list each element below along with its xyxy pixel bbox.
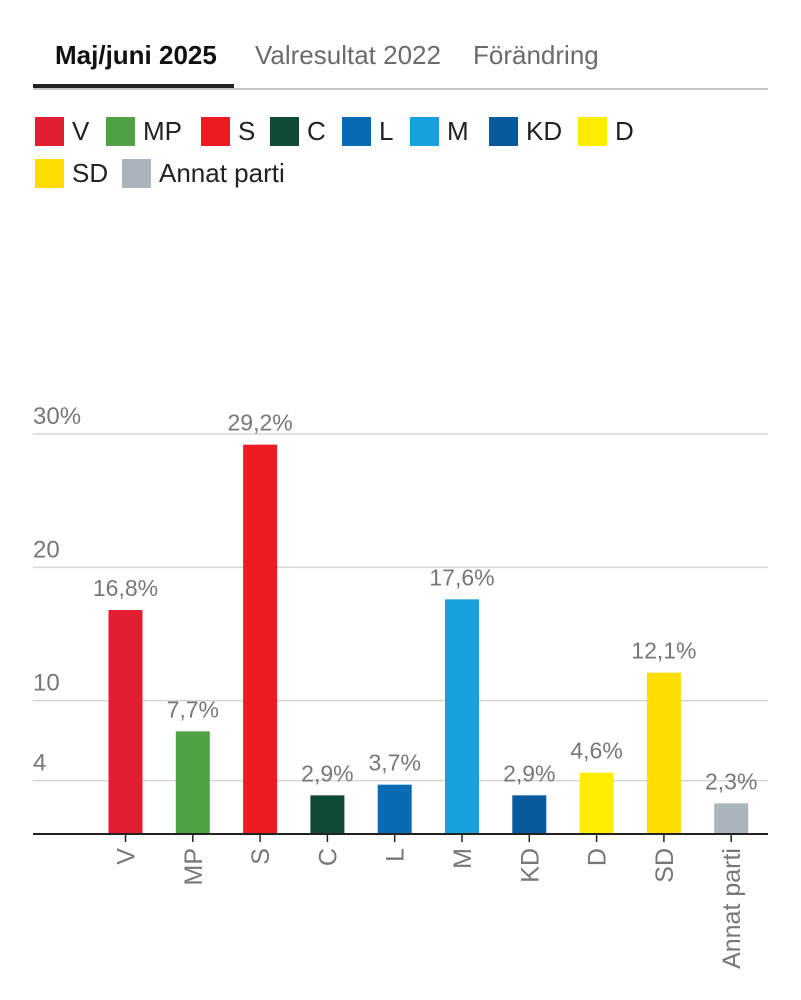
legend-item-sd: SD [35,158,108,189]
legend-item-mp: MP [106,116,182,147]
legend-label: L [379,116,394,146]
legend-swatch [106,117,135,146]
legend-label: V [72,116,90,146]
legend-item-l: L [342,116,393,147]
x-category-label: Annat parti [718,848,746,969]
legend-swatch [201,117,230,146]
tab-maj-juni-2025[interactable]: Maj/juni 2025 [55,40,217,70]
bar-value-label: 2,9% [301,760,353,786]
legend-label: KD [526,116,563,146]
legend-item-m: M [410,116,469,147]
x-category-label: C [314,848,342,866]
tab-valresultat-2022[interactable]: Valresultat 2022 [255,40,441,70]
bar [310,795,345,834]
legend-item-kd: KD [489,116,562,147]
legend-swatch [342,117,371,146]
bar-value-label: 3,7% [368,750,420,776]
legend-swatch [122,159,151,188]
bar-value-label: 12,1% [631,638,696,664]
legend-swatch [410,117,439,146]
bar-value-label: 17,6% [429,564,494,590]
bar [377,784,412,834]
x-category-label: M [449,848,477,869]
x-category-label: L [382,848,410,862]
legend-item-v: V [35,116,89,147]
bar-value-label: 7,7% [167,696,219,722]
bar [175,731,210,834]
y-tick-label: 30% [33,403,81,430]
x-category-label: SD [651,848,679,883]
legend-label: SD [72,158,109,188]
y-tick-label: 20 [33,536,60,563]
x-category-label: D [584,848,612,866]
tab-forandring[interactable]: Förändring [473,40,599,70]
legend-item-annat-parti: Annat parti [122,158,285,189]
x-category-label: V [113,848,141,865]
legend-item-d: D [578,116,634,147]
legend-item-c: C [270,116,326,147]
legend-swatch [35,117,64,146]
legend-label: MP [143,116,182,146]
bar-value-label: 29,2% [227,410,292,436]
legend-swatch [489,117,518,146]
bar-value-label: 16,8% [93,575,158,601]
legend-swatch [578,117,607,146]
legend-label: Annat parti [159,158,285,188]
legend-item-s: S [201,116,255,147]
bar [512,795,547,834]
x-category-label: S [247,848,275,865]
bar-value-label: 2,3% [705,768,757,794]
bar [714,803,749,834]
legend-swatch [35,159,64,188]
legend-label: C [307,116,326,146]
y-tick-label: 10 [33,670,60,697]
bar [243,444,278,834]
tab-bar: Maj/juni 2025 Valresultat 2022 Förändrin… [33,32,768,90]
y-tick-label: 4 [33,750,46,777]
legend-swatch [270,117,299,146]
bar-value-label: 2,9% [503,760,555,786]
bar [646,672,681,834]
legend-label: S [238,116,256,146]
active-tab-indicator [33,84,234,88]
bar [579,772,614,834]
x-category-label: KD [516,848,544,883]
bar [445,599,479,834]
legend-label: M [447,116,469,146]
x-category-label: MP [180,848,208,886]
bar [108,610,143,834]
legend-label: D [615,116,634,146]
bar-value-label: 4,6% [570,738,622,764]
